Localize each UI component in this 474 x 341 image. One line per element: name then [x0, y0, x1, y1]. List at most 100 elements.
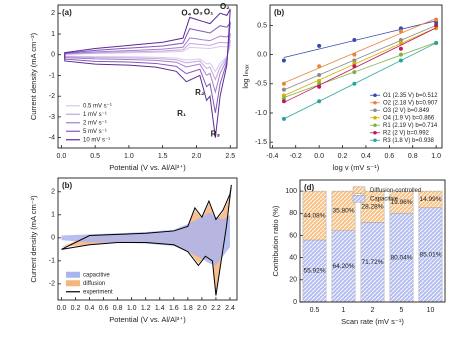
y-tick-label: -2: [49, 281, 55, 288]
x-tick-label: 2.0: [197, 305, 207, 312]
x-tick-label: 0.0: [314, 153, 324, 160]
x-tick-label: 1.2: [141, 305, 151, 312]
legend-swatch: [373, 100, 377, 105]
legend-label: R3 (1.8 V) b=0.938: [383, 138, 435, 144]
value-label: 55.92%: [303, 268, 325, 275]
annotation: O₄: [181, 8, 191, 17]
point: [317, 78, 322, 83]
y-tick-label: 1: [51, 212, 55, 219]
point: [281, 116, 286, 121]
x-tick-label: 1: [342, 307, 346, 314]
legend-swatch: [373, 115, 377, 120]
y-tick-label: -1: [49, 258, 55, 265]
x-tick-label: 0.0: [57, 153, 67, 160]
legend-swatch: [373, 93, 377, 98]
x-axis-title: log v (mV s⁻¹): [333, 163, 380, 172]
line: [64, 8, 231, 138]
point: [317, 84, 322, 89]
point: [352, 81, 357, 86]
x-axis-title: Potential (V vs. Al/Al³⁺): [109, 315, 186, 324]
y-axis-title: Current density (mA cm⁻²): [29, 195, 38, 283]
point: [352, 70, 357, 75]
y-tick-label: 80: [289, 210, 297, 217]
x-tick-label: 1.4: [155, 305, 165, 312]
frame: [299, 179, 446, 303]
x-tick-label: 1.0: [431, 153, 441, 160]
annotation: O₁: [204, 7, 214, 16]
point: [398, 40, 403, 45]
point: [281, 99, 286, 104]
bar-segment: [389, 190, 414, 214]
point: [398, 58, 403, 63]
x-tick-label: 0.2: [338, 153, 348, 160]
point: [434, 20, 439, 25]
point: [398, 26, 403, 31]
legend-label: Capacitive: [370, 196, 399, 202]
point: [317, 43, 322, 48]
point: [281, 81, 286, 86]
x-tick-label: 0.4: [85, 305, 95, 312]
legend-label: 5 mV s⁻¹: [83, 129, 107, 135]
point: [398, 29, 403, 34]
fit-line: [283, 41, 437, 98]
point: [281, 87, 286, 92]
panel-label: (d): [304, 183, 315, 192]
y-tick-label: -3: [49, 114, 55, 121]
bar-segment: [360, 190, 385, 223]
annotation: O₂: [220, 2, 230, 11]
frame: [57, 177, 238, 301]
point: [434, 17, 439, 22]
fit-line: [283, 25, 437, 91]
y-tick-label: 1: [51, 31, 55, 38]
y-tick-label: 0.0: [257, 51, 267, 58]
x-tick-label: 0.6: [384, 153, 394, 160]
legend-swatch: [373, 130, 377, 135]
y-tick-label: -4: [49, 134, 55, 141]
point: [352, 38, 357, 43]
legend-swatch: [352, 186, 366, 194]
x-tick-label: 10: [427, 307, 435, 314]
legend-label: experiment: [83, 289, 113, 295]
point: [398, 46, 403, 51]
y-tick-label: -1.5: [255, 139, 267, 146]
y-tick-label: 0: [51, 235, 55, 242]
annotation: R₁: [177, 109, 187, 118]
fit-line: [283, 20, 437, 58]
legend-label: R2 (2 V) b=0.992: [383, 130, 430, 136]
legend-swatch: [352, 195, 366, 203]
frame: [57, 4, 238, 149]
bar-segment: [302, 190, 327, 241]
x-tick-label: 0.4: [361, 153, 371, 160]
x-tick-label: 0.8: [113, 305, 123, 312]
y-axis-title: log Iₘₐₓ: [241, 64, 250, 89]
point: [281, 93, 286, 98]
x-tick-label: 1.8: [183, 305, 193, 312]
value-label: 19.96%: [390, 199, 412, 206]
point: [352, 61, 357, 66]
y-tick-label: -1: [49, 72, 55, 79]
y-tick-label: -1.0: [255, 110, 267, 117]
y-tick-label: 100: [285, 188, 297, 195]
x-axis-title: Scan rate (mV s⁻¹): [341, 317, 404, 326]
point: [317, 64, 322, 69]
x-tick-label: 2: [371, 307, 375, 314]
line: [61, 184, 232, 296]
bar-segment: [331, 190, 356, 231]
fit-line: [283, 27, 437, 96]
legend-label: 2 mV s⁻¹: [83, 120, 107, 126]
x-tick-label: 0.8: [408, 153, 418, 160]
value-label: 64.20%: [332, 263, 354, 270]
point: [434, 26, 439, 31]
fit-line: [283, 18, 437, 84]
point: [317, 99, 322, 104]
value-label: 28.28%: [361, 203, 383, 210]
point: [281, 58, 286, 63]
plot-area: [61, 184, 232, 296]
legend-label: O1 (2.35 V) b=0.512: [383, 93, 438, 99]
legend-label: capacitive: [83, 272, 110, 278]
x-axis-title: Potential (V vs. Al/Al³⁺): [109, 163, 186, 172]
legend-label: Diffusion-controlled: [370, 188, 421, 194]
y-tick-label: 2: [51, 10, 55, 17]
